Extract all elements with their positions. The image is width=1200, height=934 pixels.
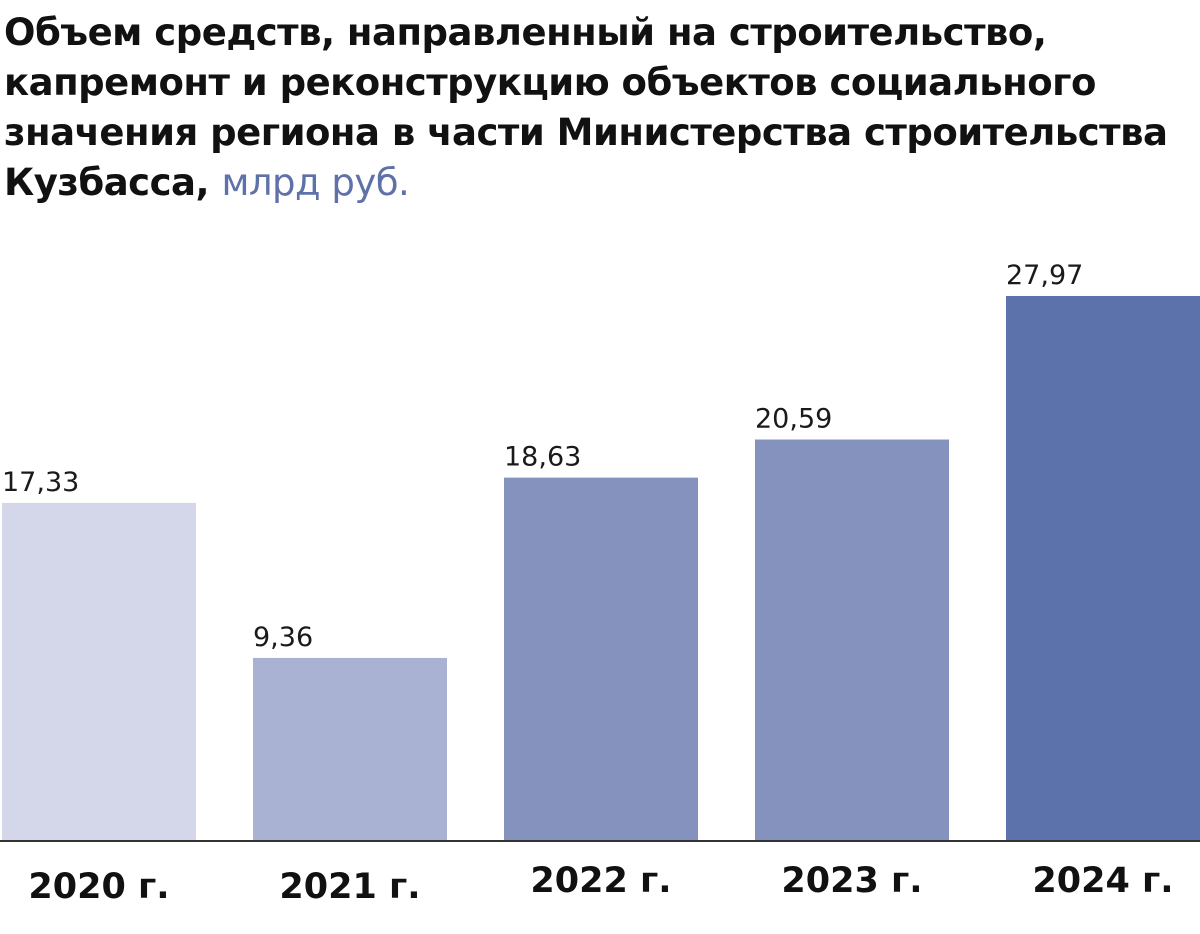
value-label-2: 18,63 xyxy=(504,442,581,473)
bar-0 xyxy=(2,502,196,840)
value-label-1: 9,36 xyxy=(253,622,313,653)
bar-2 xyxy=(504,477,698,840)
category-label-2: 2022 г. xyxy=(530,861,671,901)
chart-title-main: Объем средств, направленный на строитель… xyxy=(4,11,1168,204)
value-label-3: 20,59 xyxy=(755,404,832,435)
value-label-0: 17,33 xyxy=(2,467,79,498)
category-label-0: 2020 г. xyxy=(28,867,169,907)
category-label-1: 2021 г. xyxy=(279,867,420,907)
chart-title: Объем средств, направленный на строитель… xyxy=(4,8,1194,208)
category-label-4: 2024 г. xyxy=(1032,861,1173,901)
value-label-4: 27,97 xyxy=(1006,260,1083,291)
bar-4 xyxy=(1006,295,1200,840)
bar-1 xyxy=(253,657,447,840)
chart-title-unit: млрд руб. xyxy=(221,161,410,204)
bar-3 xyxy=(755,439,949,840)
category-label-3: 2023 г. xyxy=(781,861,922,901)
